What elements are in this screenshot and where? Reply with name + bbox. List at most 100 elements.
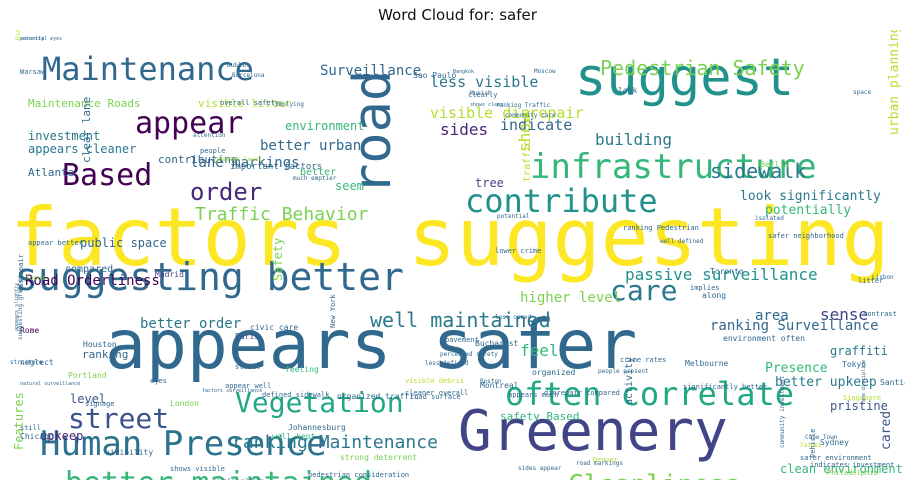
word-civic-care: civic care xyxy=(250,323,298,332)
word-isolated: isolated xyxy=(755,215,784,222)
word-contribute: contribute xyxy=(465,182,658,220)
word-shows-visible: shows visible xyxy=(170,465,225,473)
word-space: space xyxy=(853,89,871,96)
word-boston: Boston xyxy=(480,378,502,385)
word-based: Based xyxy=(62,158,152,193)
word-passive-surveillance: passive surveillance xyxy=(625,265,818,284)
word-less-cared: less cared xyxy=(495,314,532,321)
word-features: Features xyxy=(12,392,26,450)
word-lane-discipline: lane discipline xyxy=(861,360,867,405)
word-much-emptier: much emptier xyxy=(293,175,337,182)
word-neglect: neglect xyxy=(20,358,54,367)
word-implying: implying xyxy=(275,101,304,108)
word-disrepair: disrepair xyxy=(17,254,25,292)
word-surveillance: Surveillance xyxy=(320,63,421,79)
word-look-significantly: look significantly xyxy=(740,189,881,204)
word-appears-slightly: appears slightly xyxy=(14,283,20,331)
word-denver: Denver xyxy=(593,456,618,464)
word-philadelphia: Philadelphia xyxy=(827,469,878,477)
word-cleanliness: Cleanliness xyxy=(568,470,740,480)
word-implies: implies xyxy=(690,284,720,292)
word-indicate: indicate xyxy=(500,116,572,134)
word-tokyo: Tokyo xyxy=(842,360,866,369)
word-compared: compared xyxy=(65,264,113,275)
word-activity: activity xyxy=(624,357,635,405)
word-ranking-traffic: ranking Traffic xyxy=(496,102,551,109)
word-paris: Paris xyxy=(235,332,259,341)
word-atlanta: Atlanta xyxy=(28,166,74,179)
word-pedestrian-safety: Pedestrian Safety xyxy=(600,56,805,80)
word-madrid: Madrid xyxy=(155,270,184,279)
word-infrastructure: infrastructure xyxy=(530,147,817,187)
word-berlin: Berlin xyxy=(760,160,789,169)
word-road-markings: road markings xyxy=(576,460,623,467)
word-look: look xyxy=(618,86,637,95)
word-still: still xyxy=(20,424,41,432)
word-litter: litter xyxy=(858,277,883,285)
word-overall-safety: overall safety xyxy=(220,99,279,107)
word-attention: attention xyxy=(193,132,226,139)
word-visible-disrepair: visible disrepair xyxy=(430,104,584,122)
word-sidewalk: sidewalk xyxy=(710,159,806,183)
word-safer-environment: safer environment xyxy=(800,454,872,462)
word-lane-markings: lane markings xyxy=(190,155,300,171)
word-indicates-investment: indicates investment xyxy=(810,461,894,469)
word-clearly: clearly xyxy=(468,91,498,99)
word-greenery: Greenery xyxy=(458,399,728,464)
word-ranking-maintenance: ranking Maintenance xyxy=(232,432,438,453)
word-barcelona: Barcelona xyxy=(232,72,265,79)
word-safety: Safety xyxy=(271,238,285,281)
word-appears-cleaner: appears cleaner xyxy=(28,142,136,156)
word-area: area xyxy=(755,308,789,324)
word-less-defined: less defined xyxy=(425,360,469,367)
word-defined-sidewalk: defined sidewalk xyxy=(262,391,330,399)
word-well-maintained: well maintained xyxy=(370,308,551,332)
word-well-defined: well defined xyxy=(660,238,704,245)
word-community-care: community care xyxy=(505,112,556,119)
word-disrepair-compared: disrepair compared xyxy=(544,389,620,397)
word-appears-much: appears much xyxy=(508,391,559,399)
word-visible-debris: visible debris xyxy=(405,377,464,385)
word-eyes: eyes xyxy=(150,377,167,385)
word-people-walking: people walking xyxy=(213,478,264,480)
word-potential: potential xyxy=(497,213,530,220)
word-sense: sense xyxy=(820,305,868,324)
word-investment: investment xyxy=(28,129,100,143)
word-clean-environment: clean environment xyxy=(780,462,903,476)
word-london: London xyxy=(170,399,199,408)
word-clear-lane: clear lane xyxy=(80,97,93,163)
word-maintenance: Maintenance xyxy=(42,50,254,88)
word-traffic-flow: traffic flow xyxy=(522,109,533,182)
word-better-upkeep: better upkeep xyxy=(775,375,877,390)
word-well-kept: well kept xyxy=(272,432,316,441)
word-pavement: pavement xyxy=(445,336,479,344)
word-presence: Presence xyxy=(765,361,828,376)
word-potential-eyes: potential eyes xyxy=(20,36,62,42)
word-pristine: pristine xyxy=(830,399,888,413)
word-visible-litter: visible litter xyxy=(198,97,291,110)
word-new-york: New York xyxy=(329,293,337,328)
word-pedestrian-consideration: pedestrian consideration xyxy=(308,471,409,479)
word-safety-based: safety Based xyxy=(500,410,579,423)
word-better-order: better order xyxy=(140,316,241,332)
word-sydney: Sydney xyxy=(820,438,849,447)
word-along: along xyxy=(702,291,726,300)
word-people: people xyxy=(200,147,225,155)
word-significantly-better: significantly better xyxy=(683,383,767,391)
word-better-maintained: better maintained xyxy=(65,466,372,480)
word-environment: environment xyxy=(285,119,364,133)
word-portland: Portland xyxy=(68,371,107,380)
word-vegetation: Vegetation xyxy=(235,386,404,419)
word-care: care xyxy=(610,274,677,307)
word-johannesburg: Johannesburg xyxy=(288,423,346,432)
word-lisbon: Lisbon xyxy=(872,274,894,281)
word-road-orderliness: Road Orderliness xyxy=(25,273,160,289)
word-taipei: Taipei xyxy=(800,442,822,449)
word-melbourne: Melbourne xyxy=(685,359,729,368)
word-feeling: feeling xyxy=(285,365,319,374)
word-santiago: Santiago xyxy=(880,378,905,387)
word-level: level xyxy=(70,392,106,406)
word-organized-traffic: organized traffic xyxy=(337,392,419,401)
word-warsaw: Warsaw xyxy=(20,68,46,76)
word-bucharest: Bucharest xyxy=(475,339,519,348)
